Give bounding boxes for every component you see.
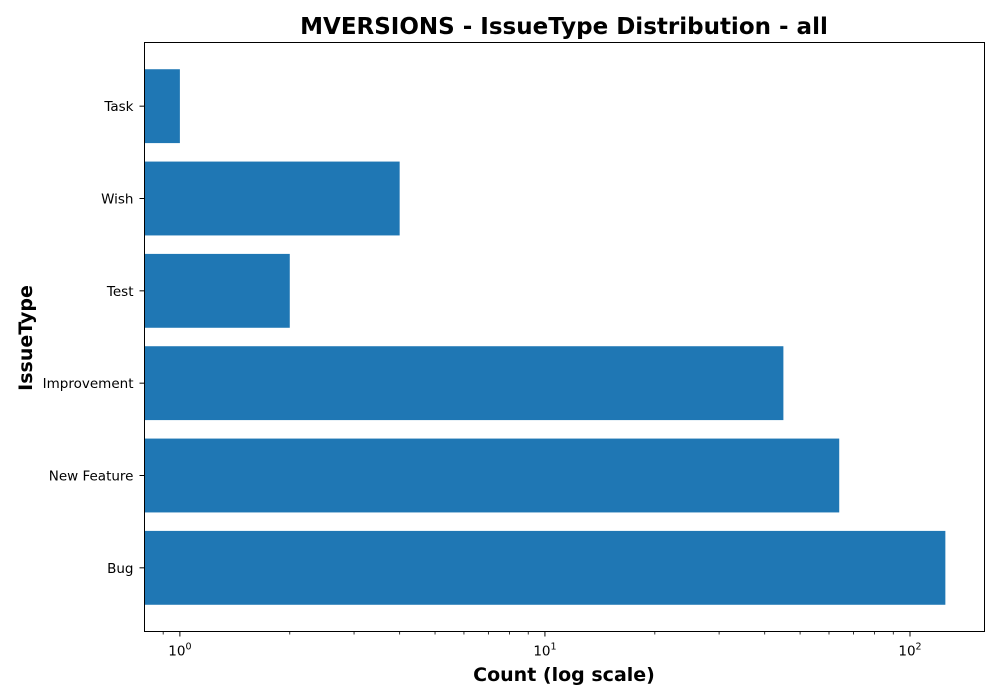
x-ticks-layer: 100 101 102 (162, 631, 922, 660)
bars-layer (144, 69, 946, 605)
y-tick-label: Bug (107, 561, 133, 577)
x-tick-exponent: 1 (551, 642, 557, 653)
bar-wish (144, 161, 400, 236)
chart-title: MVERSIONS - IssueType Distribution - all (300, 14, 828, 40)
x-axis-label: Count (log scale) (473, 664, 655, 686)
x-tick-exponent: 0 (185, 642, 191, 653)
bar-improvement (144, 346, 784, 421)
y-axis-label: IssueType (15, 285, 37, 391)
x-tick-label: 102 (898, 642, 921, 660)
bar-task (144, 69, 180, 144)
x-tick-base: 10 (168, 644, 185, 660)
y-ticks-layer: Task Wish Test Improvement New Feature Bug (43, 99, 145, 577)
plot-frame (144, 42, 985, 632)
y-tick-label: Task (103, 99, 133, 115)
y-tick-label: Test (106, 284, 134, 300)
x-tick-base: 10 (533, 644, 550, 660)
y-tick-label: Wish (101, 192, 133, 208)
y-tick-label: Improvement (43, 376, 134, 392)
x-tick-base: 10 (898, 644, 915, 660)
bar-bug (144, 530, 946, 605)
x-tick-label: 101 (533, 642, 556, 660)
y-tick-label: New Feature (49, 469, 134, 485)
bar-test (144, 253, 290, 328)
x-tick-label: 100 (168, 642, 191, 660)
x-tick-exponent: 2 (916, 642, 922, 653)
bar-new-feature (144, 438, 840, 513)
